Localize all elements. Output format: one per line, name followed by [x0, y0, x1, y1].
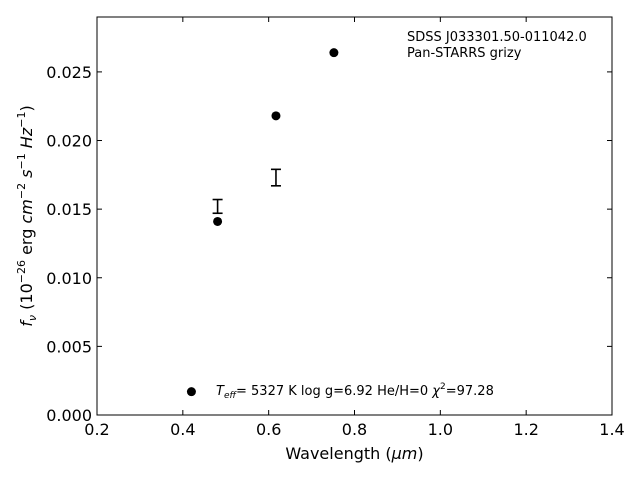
model-point	[329, 48, 339, 58]
x-tick-label: 1.2	[513, 420, 538, 439]
y-tick-label: 0.015	[46, 200, 92, 219]
x-tick-label: 0.8	[342, 420, 367, 439]
annotation-survey: Pan-STARRS grizy	[407, 46, 522, 61]
data-marks	[186, 48, 339, 397]
legend-text: Teff= 5327 K log g=6.92 He/H=0 χ2=97.28	[216, 382, 494, 401]
y-tick-label: 0.025	[46, 63, 92, 82]
model-point	[213, 216, 223, 226]
x-axis-label: Wavelength (μm)	[285, 444, 423, 463]
x-tick-label: 0.2	[84, 420, 109, 439]
legend-marker	[186, 387, 196, 397]
y-tick-label: 0.020	[46, 132, 92, 151]
x-tick-label: 1.0	[428, 420, 453, 439]
observed-errorbar	[212, 198, 223, 215]
annotation-object: SDSS J033301.50-011042.0	[407, 30, 587, 45]
y-axis-ticks: 0.000 0.005 0.010 0.015 0.020 0.025	[46, 63, 612, 425]
y-tick-label: 0.010	[46, 269, 92, 288]
x-axis-ticks: 0.2 0.4 0.6 0.8 1.0 1.2 1.4	[84, 17, 625, 439]
observed-errorbar	[270, 168, 281, 187]
y-tick-label: 0.005	[46, 337, 92, 356]
y-tick-label: 0.000	[46, 406, 92, 425]
y-axis-label: fν (10−26 erg cm−2 s−1 Hz−1)	[15, 105, 39, 326]
model-point	[271, 111, 281, 121]
x-tick-label: 0.6	[256, 420, 281, 439]
x-tick-label: 1.4	[599, 420, 624, 439]
plot-area	[96, 16, 613, 416]
x-tick-label: 0.4	[170, 420, 195, 439]
